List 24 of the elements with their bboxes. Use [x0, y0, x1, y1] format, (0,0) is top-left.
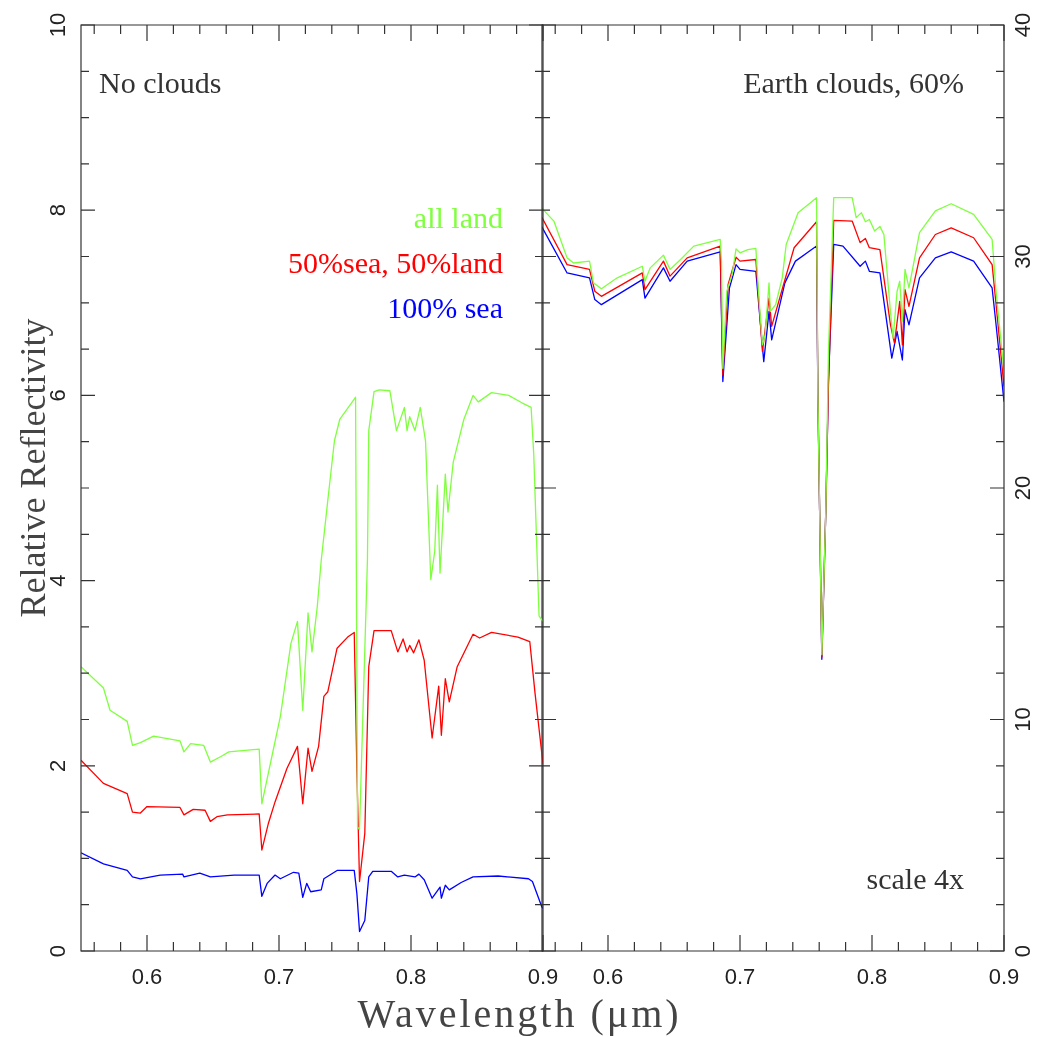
- x-tick-label: 0.8: [856, 964, 888, 990]
- x-tick-label: 0.8: [395, 964, 427, 990]
- y-tick-label: 20: [1010, 475, 1036, 501]
- text: 50%sea, 50%land: [288, 245, 503, 279]
- x-tick-label: 0.7: [724, 964, 756, 990]
- annotation: scale 4x: [866, 861, 964, 895]
- annotation: Earth clouds, 60%: [743, 65, 964, 99]
- text: 100% sea: [387, 290, 503, 324]
- y-tick-label: 0: [45, 944, 71, 958]
- x-tick-label: 0.6: [592, 964, 624, 990]
- y-tick-label: 8: [45, 204, 71, 217]
- y-tick-label: 0: [1010, 944, 1036, 958]
- x-tick-label: 0.9: [988, 964, 1020, 990]
- x-tick-label: 0.6: [131, 964, 163, 990]
- y-tick-label: 10: [1010, 707, 1036, 732]
- y-tick-label: 40: [1010, 12, 1036, 38]
- text: all land: [413, 200, 503, 234]
- x-tick-label: 0.9: [527, 964, 559, 990]
- y-tick-label: 10: [45, 12, 71, 38]
- y-tick-label: 30: [1010, 244, 1036, 269]
- x-tick-label: 0.7: [263, 964, 295, 990]
- y-tick-label: 2: [45, 759, 71, 772]
- annotation: No clouds: [99, 65, 222, 99]
- x-axis-title: Wavelength (μm): [356, 990, 683, 1037]
